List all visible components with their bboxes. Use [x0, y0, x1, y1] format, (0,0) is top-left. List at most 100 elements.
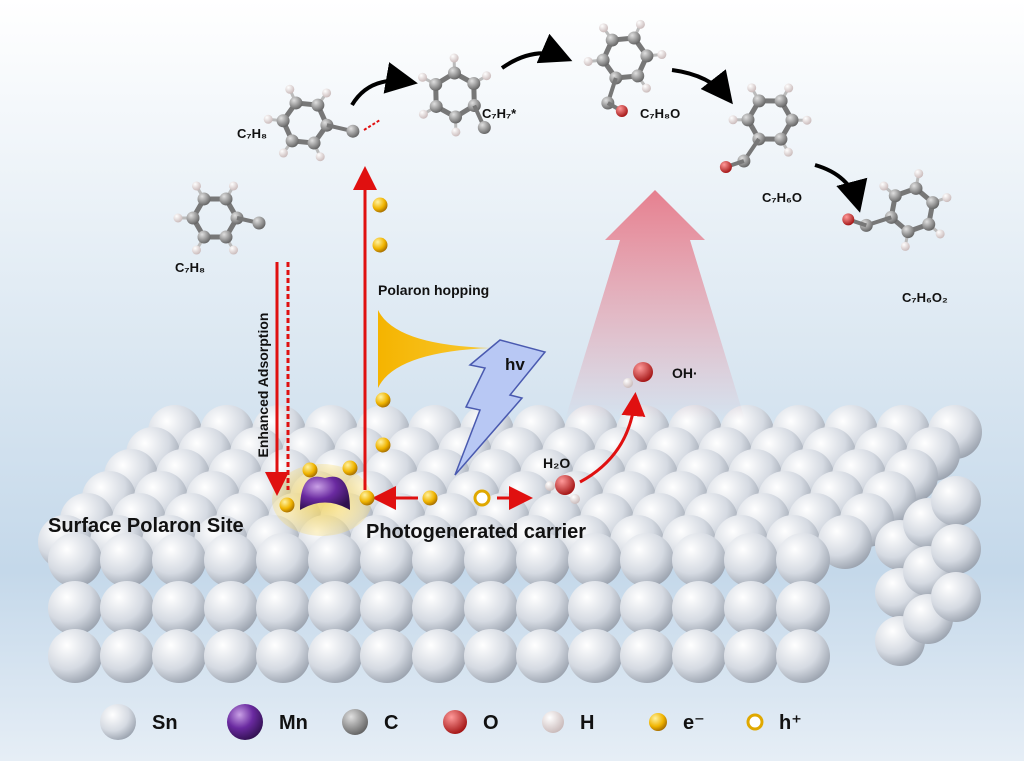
sn-atom: [724, 629, 778, 683]
electron: [375, 437, 391, 453]
c-atom: [346, 124, 360, 138]
sn-atom: [724, 581, 778, 635]
electron: [375, 392, 391, 408]
legend-swatch: [542, 711, 564, 733]
legend-label: C: [384, 712, 398, 734]
c-atom: [926, 196, 940, 210]
h-atom: [418, 109, 428, 119]
electron: [279, 497, 295, 513]
h-atom: [449, 53, 459, 63]
pink-arrow: [565, 190, 745, 420]
sn-atom: [776, 629, 830, 683]
legend-swatch: [649, 713, 667, 731]
sn-atom: [931, 476, 981, 526]
sn-atom: [412, 533, 466, 587]
site-label: Surface Polaron Site: [48, 515, 244, 537]
light-bolt: [454, 339, 547, 476]
h-atom: [418, 72, 428, 82]
c-atom: [785, 113, 799, 127]
molecule-label: C₇H₈: [237, 126, 267, 141]
sn-atom: [360, 533, 414, 587]
h-atom: [657, 50, 667, 60]
sn-atom: [776, 533, 830, 587]
c-atom: [219, 192, 233, 206]
molecule-label: C₇H₆O₂: [902, 290, 948, 305]
legend-swatch: [100, 704, 136, 740]
o-atom: [719, 160, 732, 173]
c-atom: [888, 189, 902, 203]
legend-label: H: [580, 712, 594, 734]
c-atom: [640, 49, 654, 63]
sn-atom: [412, 629, 466, 683]
h-atom: [229, 181, 238, 191]
sn-atom: [412, 581, 466, 635]
sn-atom: [464, 629, 518, 683]
legend-swatch: [227, 704, 263, 740]
adsorption-label: Enhanced Adsorption: [255, 313, 271, 458]
c-atom: [909, 181, 923, 195]
sn-atom: [256, 581, 310, 635]
c-atom: [252, 216, 266, 230]
carrier-label: Photogenerated carrier: [366, 521, 586, 543]
sn-atom: [48, 629, 102, 683]
sn-atom: [100, 629, 154, 683]
h-atom: [451, 127, 461, 137]
c-atom: [605, 33, 619, 47]
h-atom: [315, 152, 325, 162]
c-atom: [276, 114, 290, 128]
h-atom: [728, 115, 738, 125]
sn-atom: [48, 533, 102, 587]
sn-atom: [100, 581, 154, 635]
c-atom: [627, 31, 641, 45]
sn-atom: [776, 581, 830, 635]
sn-atom: [256, 629, 310, 683]
h-atom: [322, 88, 332, 98]
sn-atom: [672, 581, 726, 635]
c-atom: [449, 110, 463, 124]
sn-atom: [620, 533, 674, 587]
c-atom: [774, 94, 788, 108]
sn-atom: [204, 533, 258, 587]
h-atom: [900, 241, 910, 251]
o-atom: [615, 105, 628, 118]
electron: [302, 462, 318, 478]
electron: [342, 460, 358, 476]
electron: [372, 237, 388, 253]
water-label: H₂O: [543, 455, 570, 471]
legend-swatch: [746, 713, 764, 731]
sn-atom: [204, 629, 258, 683]
sn-atom: [672, 533, 726, 587]
h-atom: [942, 193, 952, 203]
c-atom: [219, 230, 233, 244]
c-atom: [774, 132, 788, 146]
legend-label: h⁺: [779, 712, 802, 734]
h-atom: [935, 229, 945, 239]
sn-atom: [308, 533, 362, 587]
c-atom: [285, 134, 299, 148]
sn-atom: [818, 515, 872, 569]
sn-atom: [568, 581, 622, 635]
sn-atom: [620, 581, 674, 635]
c-atom: [429, 77, 443, 91]
c-atom: [467, 77, 481, 91]
hole: [473, 489, 491, 507]
sn-atom: [568, 629, 622, 683]
legend-swatch: [443, 710, 467, 734]
sn-atom: [204, 581, 258, 635]
sn-atom: [931, 524, 981, 574]
electrons: [279, 197, 653, 513]
legend-label: O: [483, 712, 499, 734]
sn-atom: [308, 629, 362, 683]
c-atom: [901, 225, 915, 239]
h-atom: [635, 19, 645, 29]
h-atom: [784, 83, 794, 93]
sn-atom: [360, 581, 414, 635]
sn-atom: [48, 581, 102, 635]
sn-atom: [516, 533, 570, 587]
h-atom: [482, 71, 492, 81]
sn-atom: [672, 629, 726, 683]
sn-atom: [152, 629, 206, 683]
h-atom: [623, 378, 633, 388]
mn-atom: [300, 476, 350, 510]
